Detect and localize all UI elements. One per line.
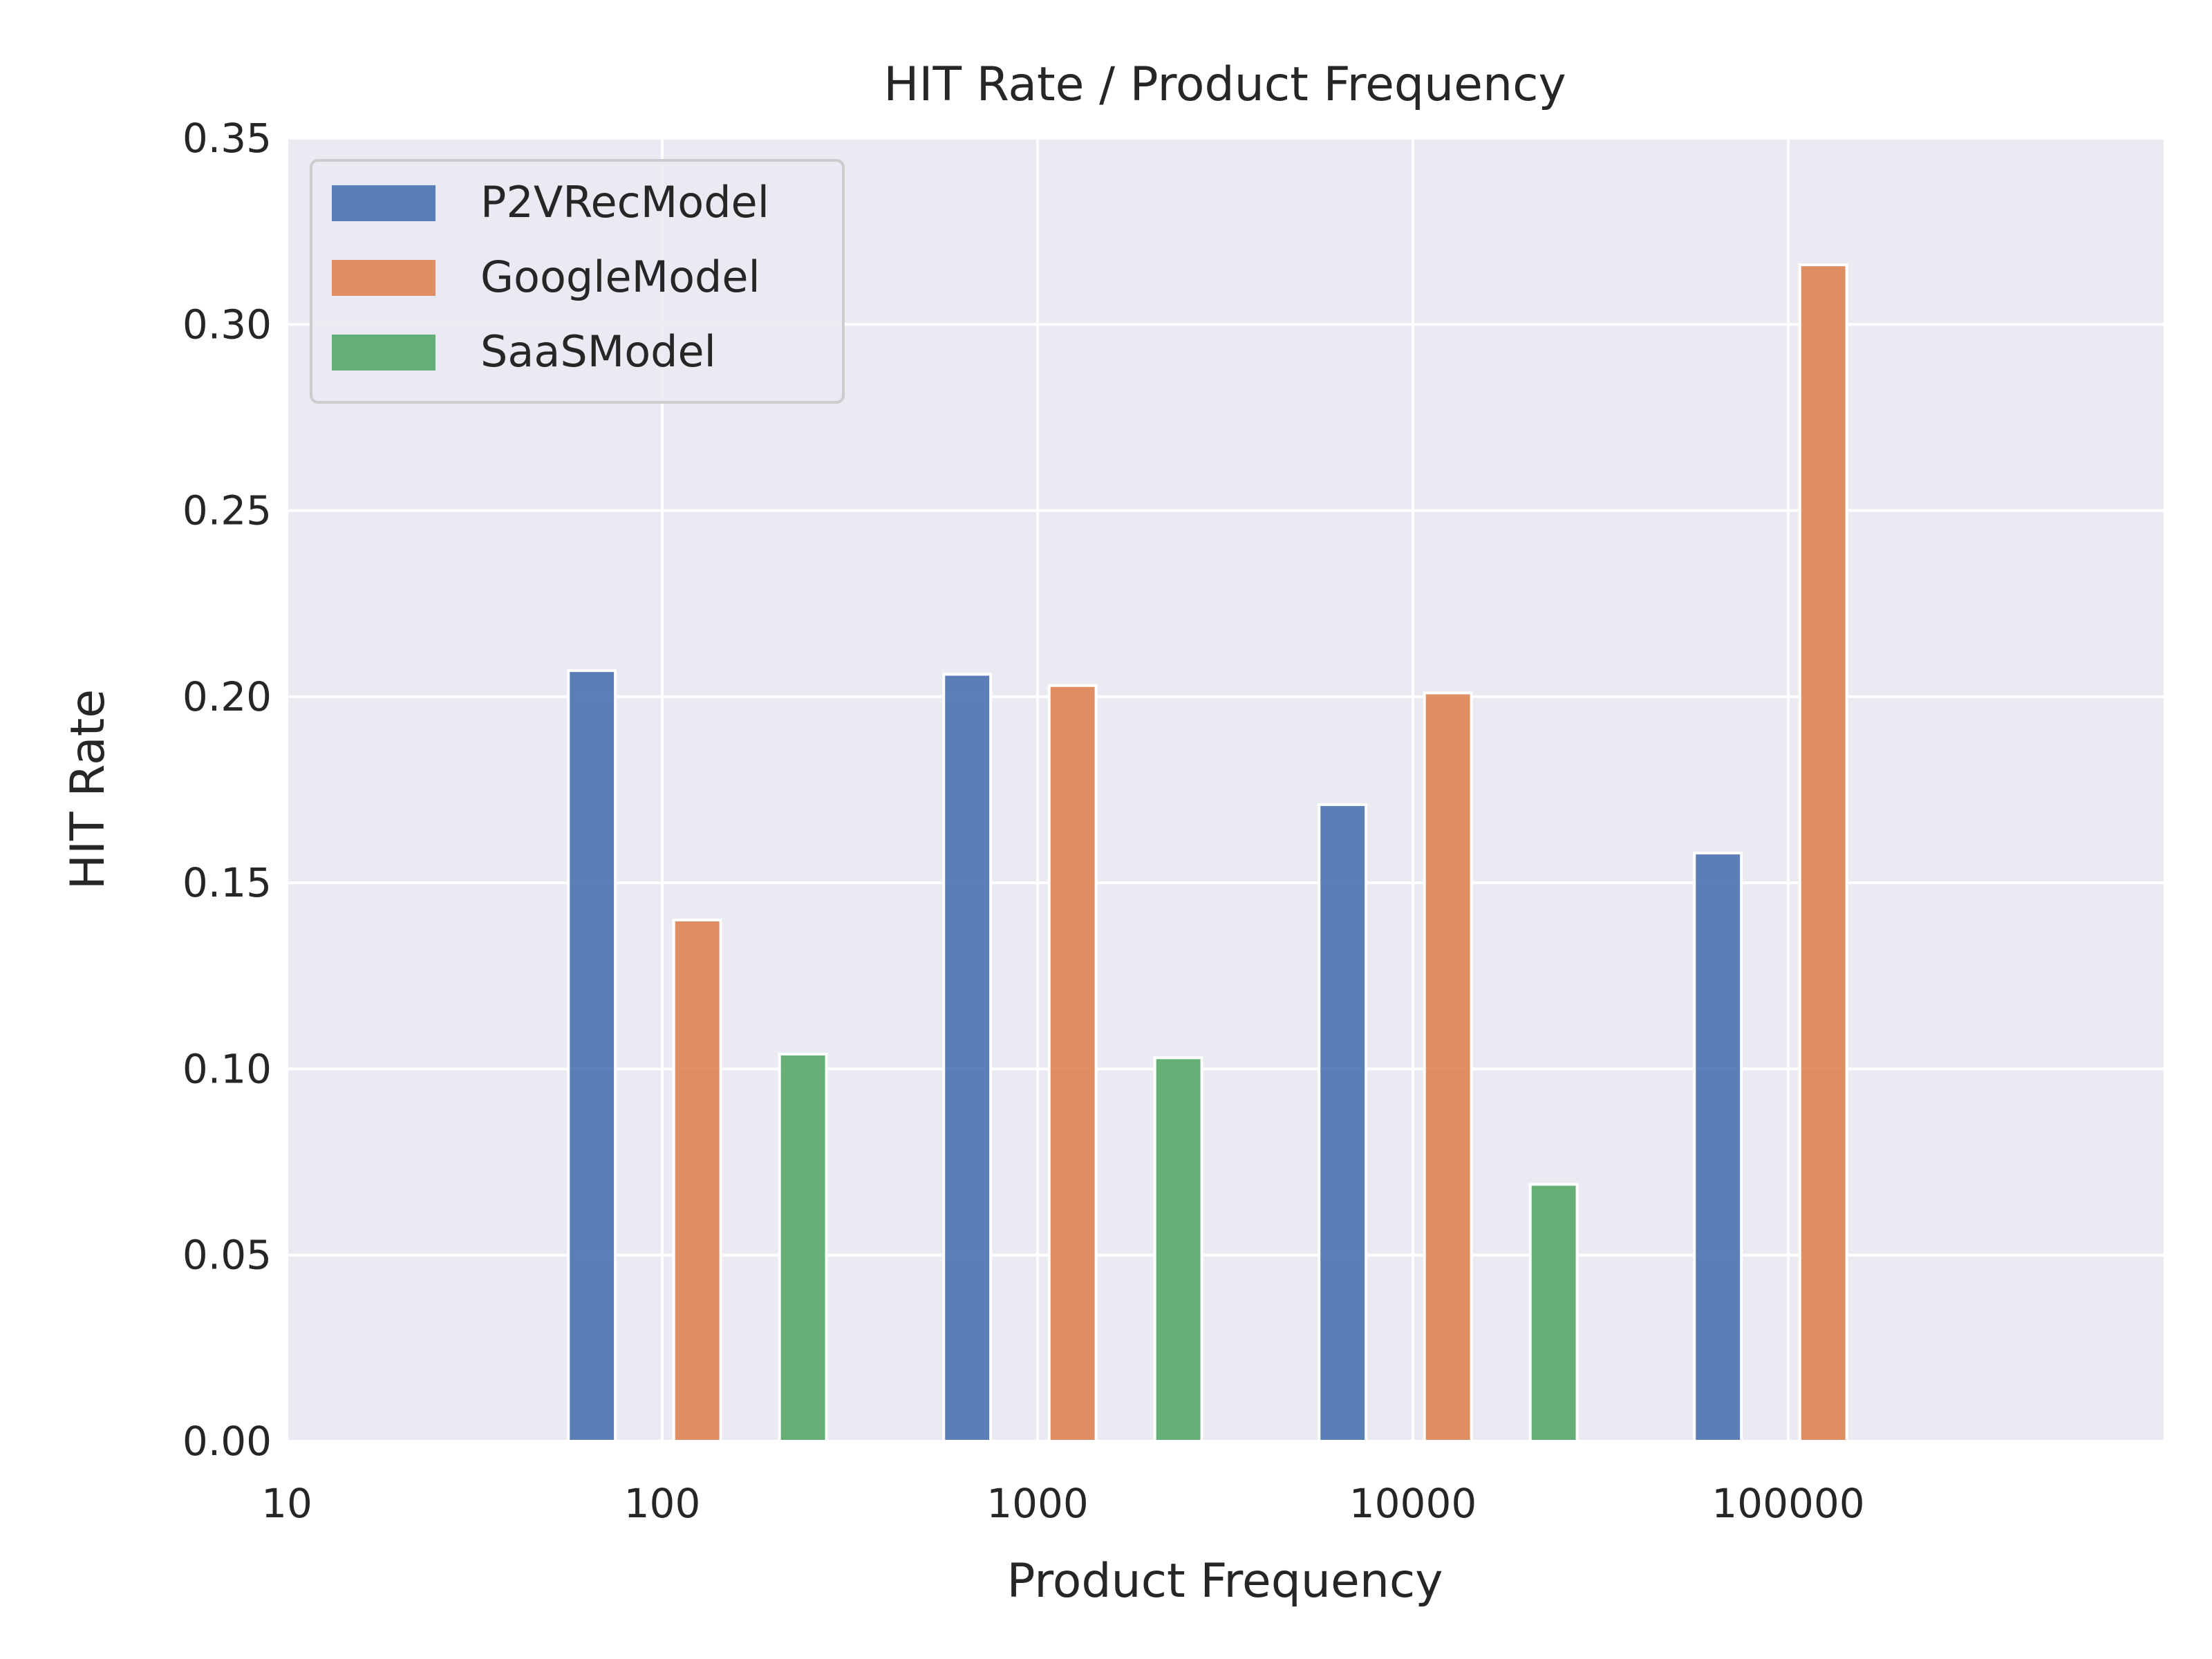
x-tick-label: 1000 xyxy=(986,1480,1089,1527)
bar-saasmodel-100 xyxy=(778,1052,828,1443)
bar-googlemodel-1000 xyxy=(1047,684,1098,1443)
y-axis-ticks: 0.00 0.05 0.10 0.15 0.20 0.25 0.30 0.35 xyxy=(182,115,272,1465)
legend-swatch-saasmodel xyxy=(332,335,435,371)
x-tick-label: 100 xyxy=(624,1480,701,1527)
bar-p2vrecmodel-10000 xyxy=(1318,803,1368,1443)
legend-swatch-p2vrecmodel xyxy=(332,185,435,221)
bar-p2vrecmodel-100000 xyxy=(1693,852,1743,1443)
y-tick-label: 0.15 xyxy=(182,859,272,906)
bar-p2vrecmodel-100 xyxy=(567,669,617,1443)
legend-swatch-googlemodel xyxy=(332,260,435,296)
y-tick-label: 0.20 xyxy=(182,673,272,720)
x-tick-label: 10 xyxy=(261,1480,312,1527)
bar-googlemodel-10000 xyxy=(1423,691,1473,1443)
bar-p2vrecmodel-1000 xyxy=(942,673,993,1443)
bar-googlemodel-100000 xyxy=(1798,263,1848,1443)
y-axis-label: HIT Rate xyxy=(61,689,115,890)
y-tick-label: 0.05 xyxy=(182,1232,272,1279)
bar-googlemodel-100 xyxy=(672,919,722,1443)
y-tick-label: 0.35 xyxy=(182,115,272,162)
legend-label-p2vrecmodel: P2VRecModel xyxy=(480,177,769,227)
x-axis-ticks: 10 100 1000 10000 100000 xyxy=(261,1480,1865,1527)
y-tick-label: 0.00 xyxy=(182,1418,272,1465)
legend-label-saasmodel: SaaSModel xyxy=(480,326,716,377)
legend-label-googlemodel: GoogleModel xyxy=(480,252,760,302)
y-tick-label: 0.25 xyxy=(182,487,272,534)
y-tick-label: 0.30 xyxy=(182,301,272,348)
legend: P2VRecModel GoogleModel SaaSModel xyxy=(310,159,845,404)
x-tick-label: 100000 xyxy=(1712,1480,1864,1527)
bar-saasmodel-10000 xyxy=(1528,1183,1579,1443)
x-axis-label: Product Frequency xyxy=(1006,1554,1443,1609)
legend-box xyxy=(310,159,845,404)
bar-saasmodel-1000 xyxy=(1153,1056,1203,1443)
chart-title: HIT Rate / Product Frequency xyxy=(883,57,1566,112)
x-tick-label: 10000 xyxy=(1349,1480,1477,1527)
bars xyxy=(567,263,1848,1443)
y-tick-label: 0.10 xyxy=(182,1045,272,1092)
